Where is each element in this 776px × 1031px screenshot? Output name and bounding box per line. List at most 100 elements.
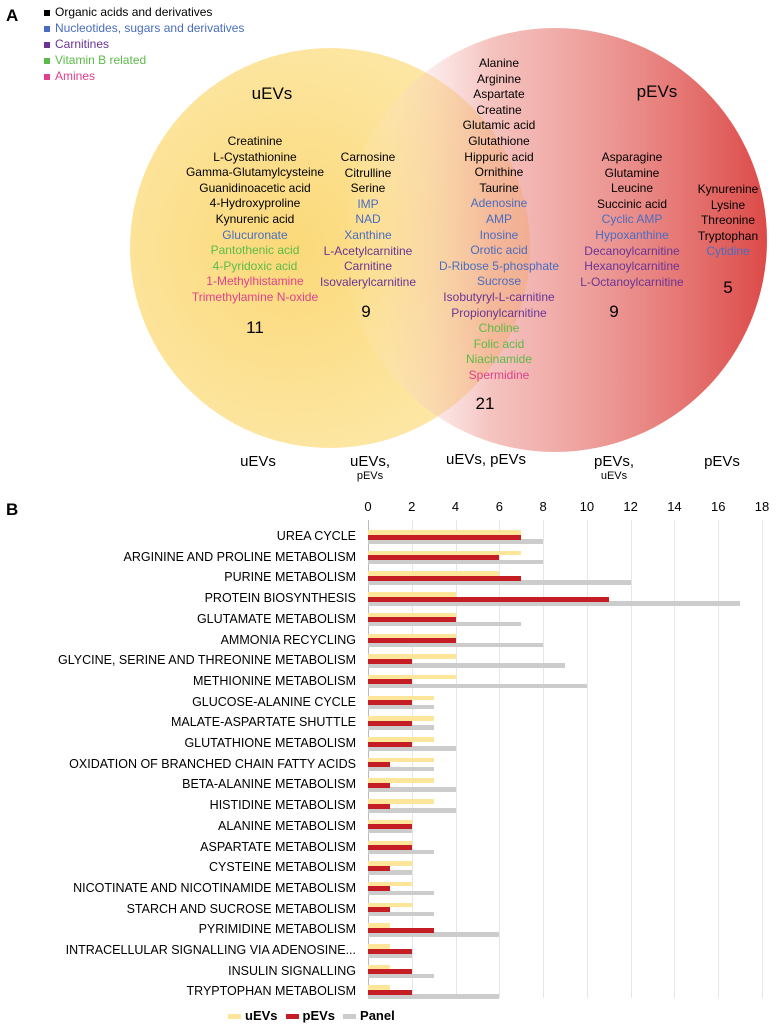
metabolite-label: Taurine [479, 180, 519, 195]
metabolite-label: Carnosine [340, 150, 396, 164]
metabolite-label: Citrulline [344, 165, 392, 180]
venn-region-list: Carnosine Citrulline Serine IMP NAD Xanthine L… [320, 150, 416, 290]
metabolite-label: L-Cystathionine [213, 149, 297, 164]
bar-panel-12 [368, 787, 456, 792]
legend-label: Carnitines [55, 37, 110, 51]
category-label: GLUCOSE-ALANINE CYCLE [192, 694, 356, 709]
venn-region-list: Kynurenine Lysine Threonine Tryptophan Cytid… [698, 182, 759, 260]
bar-uevs-0 [368, 530, 522, 535]
legend-item: Organic acids and derivatives [44, 4, 244, 20]
legend-label: pEVs [302, 1008, 336, 1023]
bar-uevs-18 [368, 902, 412, 908]
gridline [543, 520, 545, 998]
metabolite-label: Glucuronate [222, 227, 288, 242]
bar-panel-15 [368, 849, 434, 854]
metabolite-label: Pantothenic acid [210, 243, 300, 258]
metabolite-label: Lysine [710, 197, 746, 212]
metabolite-label: Kynurenine [697, 182, 759, 196]
region-axis-main: uEVs, [349, 453, 391, 470]
bar-panel-0 [368, 539, 544, 544]
region-count: 9 [609, 302, 619, 321]
metabolite-label: Trimethylamine N-oxide [191, 289, 319, 304]
bar-pevs-2 [368, 575, 522, 581]
region-axis-sub: pEVs [356, 470, 384, 482]
region-count: 21 [475, 394, 495, 413]
category-label: HISTIDINE METABOLISM [209, 798, 356, 813]
legend-label: uEVs [245, 1008, 278, 1023]
bar-panel-2 [368, 580, 631, 585]
metabolite-label: D-Ribose 5-phosphate [438, 258, 560, 273]
bar-pevs-21 [368, 969, 412, 975]
x-tick-label: 18 [754, 499, 770, 514]
category-label: TRYPTOPHAN METABOLISM [186, 984, 356, 999]
bar-uevs-20 [368, 944, 390, 949]
metabolite-label: Hypoxanthine [595, 227, 669, 242]
metabolite-label: Alanine [478, 56, 520, 70]
metabolite-label: 1-Methylhistamine [206, 274, 304, 289]
panel-label-b: B [6, 500, 19, 519]
metabolite-label: Succinic acid [596, 196, 668, 211]
bar-panel-5 [368, 642, 544, 647]
category-label: BETA-ALANINE METABOLISM [182, 777, 356, 792]
region-count: 11 [246, 318, 264, 337]
legend-swatch [44, 57, 50, 64]
category-label: PYRIMIDINE METABOLISM [198, 922, 356, 937]
venn-diagram [130, 28, 767, 452]
bar-pevs-0 [368, 534, 522, 540]
bar-uevs-5 [368, 633, 456, 638]
region-axis-sub: uEVs [600, 470, 628, 482]
metabolite-label: Cyclic AMP [601, 212, 663, 227]
bar-panel-4 [368, 621, 522, 627]
legend-label: Organic acids and derivatives [55, 5, 213, 19]
metabolite-label: Serine [350, 181, 386, 196]
metabolite-label: IMP [357, 196, 379, 211]
bar-uevs-7 [368, 674, 456, 680]
bar-uevs-4 [368, 612, 456, 618]
bar-panel-8 [368, 704, 434, 710]
bar-panel-18 [368, 911, 434, 917]
metabolite-label: 4-Hydroxyproline [209, 196, 301, 211]
metabolite-label: Arginine [476, 71, 522, 86]
panel-label-a: A [6, 6, 19, 25]
legend-item: Nucleotides, sugars and derivatives [44, 20, 244, 36]
bar-uevs-3 [368, 592, 456, 597]
legend-item: Carnitines [44, 36, 244, 52]
gridline [762, 520, 763, 998]
bar-panel-20 [368, 953, 412, 958]
category-label: INSULIN SIGNALLING [228, 963, 356, 978]
x-tick-label: 16 [710, 499, 726, 514]
metabolite-label: Glutamic acid [462, 118, 536, 133]
bar-uevs-15 [368, 840, 412, 845]
bar-uevs-11 [368, 757, 434, 763]
bar-pevs-8 [368, 700, 412, 706]
metabolite-label: Xanthine [344, 227, 392, 242]
bar-pevs-10 [368, 741, 412, 747]
x-tick-label: 10 [579, 499, 595, 514]
legend-label: Amines [55, 69, 96, 83]
category-label: GLUTATHIONE METABOLISM [184, 736, 356, 750]
bar-panel-14 [368, 828, 412, 834]
category-label: GLUTAMATE METABOLISM [196, 611, 356, 626]
bar-uevs-2 [368, 571, 500, 576]
metabolite-label: Creatinine [227, 134, 283, 148]
bar-pevs-3 [368, 596, 609, 602]
legend-swatch [44, 9, 50, 16]
category-label: OXIDATION OF BRANCHED CHAIN FATTY ACIDS [69, 756, 356, 771]
category-label: MALATE-ASPARTATE SHUTTLE [171, 715, 356, 730]
bar-uevs-8 [368, 695, 434, 701]
bar-panel-13 [368, 808, 456, 813]
category-legend: Organic acids and derivatives Nucleotides… [44, 4, 244, 84]
metabolite-label: Spermidine [468, 367, 530, 382]
category-label: PURINE METABOLISM [224, 570, 356, 585]
bar-panel-6 [368, 663, 565, 668]
bar-panel-17 [368, 890, 434, 896]
bar-pevs-22 [368, 989, 412, 995]
category-label: ARGININE AND PROLINE METABOLISM [123, 549, 356, 564]
bar-panel-9 [368, 725, 434, 730]
gridline [630, 520, 632, 998]
bar-panel-11 [368, 766, 434, 772]
bar-uevs-9 [368, 716, 434, 721]
metabolite-label: Threonine [700, 213, 756, 228]
legend-swatch-panel [343, 1014, 357, 1020]
bar-panel-3 [368, 601, 741, 606]
